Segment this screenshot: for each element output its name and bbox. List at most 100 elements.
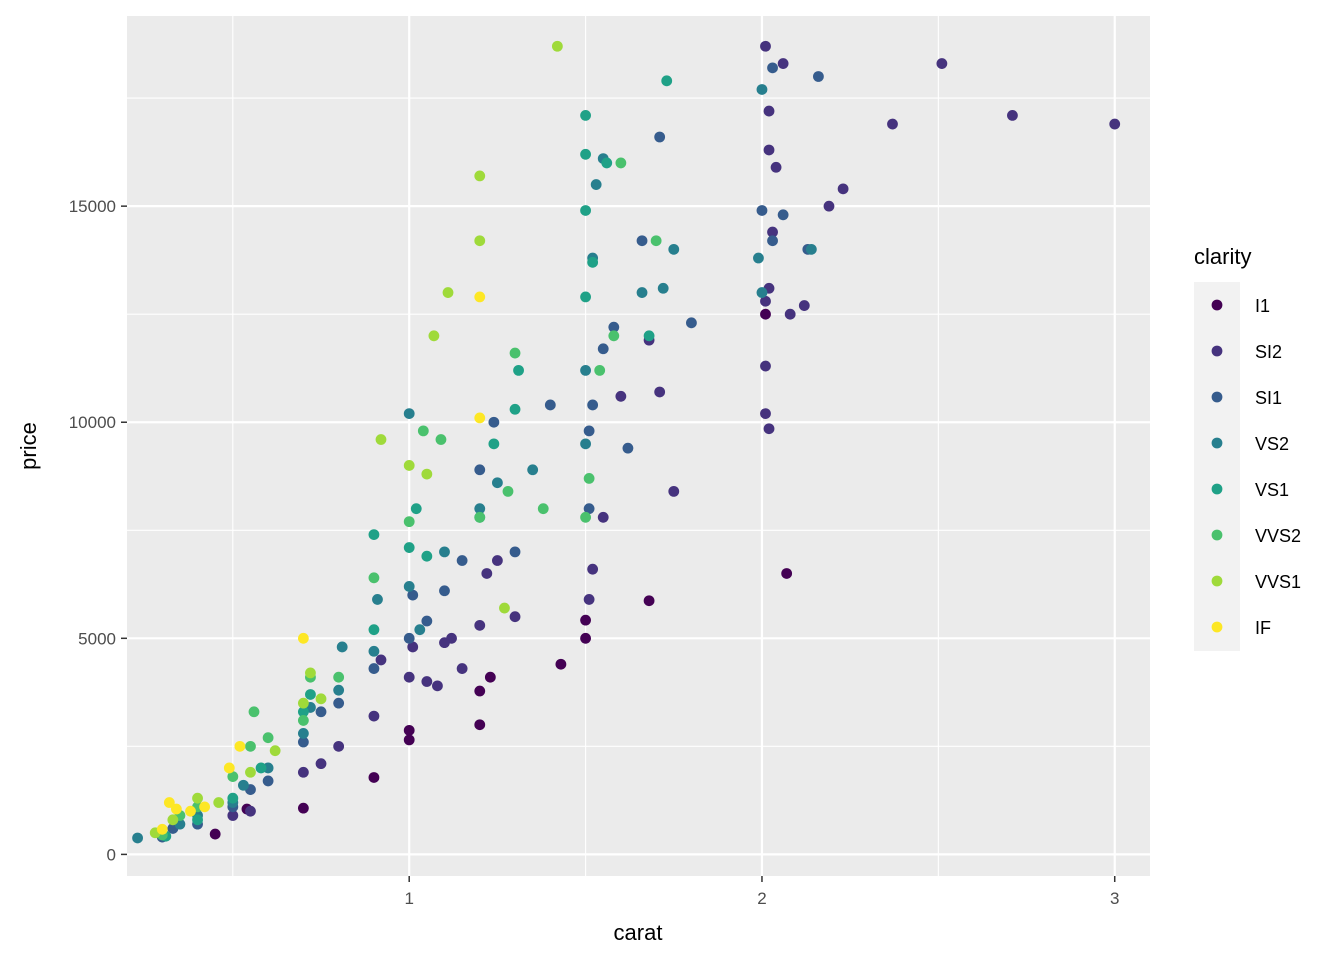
data-point [936,58,948,69]
data-point [167,814,179,826]
data-point [403,408,415,419]
data-point [297,766,309,778]
data-point [245,766,256,778]
data-point [435,434,447,445]
data-point [185,805,196,817]
data-point [403,671,415,683]
data-point [580,632,591,644]
data-point [297,715,309,726]
data-point [368,572,380,584]
data-point [654,386,666,398]
data-point [583,503,595,515]
data-point [417,425,429,437]
data-point [756,84,768,95]
data-point [403,632,415,644]
data-point [333,684,345,696]
data-point [509,546,521,558]
data-point [262,732,274,744]
legend-key [1211,299,1223,311]
data-point [474,619,486,631]
data-point [650,235,662,247]
x-tick-label: 3 [1110,889,1119,908]
legend-label: IF [1255,618,1271,638]
data-point [474,464,486,476]
data-point [580,364,591,376]
data-point [805,243,817,255]
data-point [474,412,486,424]
data-point [488,416,500,428]
data-point [587,256,599,268]
data-point [163,797,175,808]
data-point [474,685,486,697]
data-point [269,745,281,757]
series-if [156,291,486,835]
data-point [544,399,556,411]
data-point [622,442,634,454]
data-point [245,805,256,817]
legend-key-background [1194,282,1240,651]
legend-item-if: IF [1211,618,1271,638]
data-point [760,308,771,320]
y-tick-label: 10000 [69,413,116,432]
data-point [428,330,440,342]
data-point [407,589,419,601]
data-point [474,291,486,303]
legend-item-vvs2: VVS2 [1211,526,1301,546]
legend-label: SI2 [1255,342,1282,362]
data-point [763,105,775,117]
data-point [823,200,835,212]
legend-key [1211,529,1223,541]
data-point [597,511,609,523]
data-point [403,734,415,746]
data-point [590,179,602,190]
data-point [305,689,316,700]
data-point [509,611,521,623]
data-point [601,157,613,169]
data-point [297,727,309,739]
data-point [887,118,898,130]
data-point [502,485,514,497]
data-point [643,595,655,607]
data-point [587,399,599,411]
legend-key [1211,345,1223,357]
data-point [305,667,316,679]
data-point [368,624,380,636]
y-tick-label: 5000 [78,629,116,648]
data-point [481,568,493,579]
legend-key [1211,437,1223,449]
data-point [368,772,380,783]
data-point [615,157,627,169]
data-point [608,321,620,333]
data-point [432,680,443,692]
data-point [192,792,203,804]
data-point [375,654,387,666]
data-point [442,287,454,298]
data-point [403,460,415,471]
data-point [368,529,380,540]
data-point [587,563,599,575]
data-point [410,503,422,515]
data-point [509,403,521,415]
data-point [580,291,591,303]
data-point [234,740,246,752]
legend-key [1211,575,1223,587]
legend-key [1211,391,1223,403]
data-point [770,161,782,173]
data-point [657,282,669,294]
data-point [509,347,521,359]
data-point [156,823,168,835]
data-point [227,810,239,821]
series-vvs2 [156,157,662,841]
legend-label: VVS1 [1255,572,1301,592]
data-point [615,390,627,402]
data-point [245,740,256,752]
data-point [414,624,426,636]
data-point [372,594,383,605]
data-point [636,235,648,247]
data-point [213,797,225,808]
data-point [781,568,793,579]
legend-label: VVS2 [1255,526,1301,546]
data-point [798,300,810,311]
data-point [837,183,849,195]
